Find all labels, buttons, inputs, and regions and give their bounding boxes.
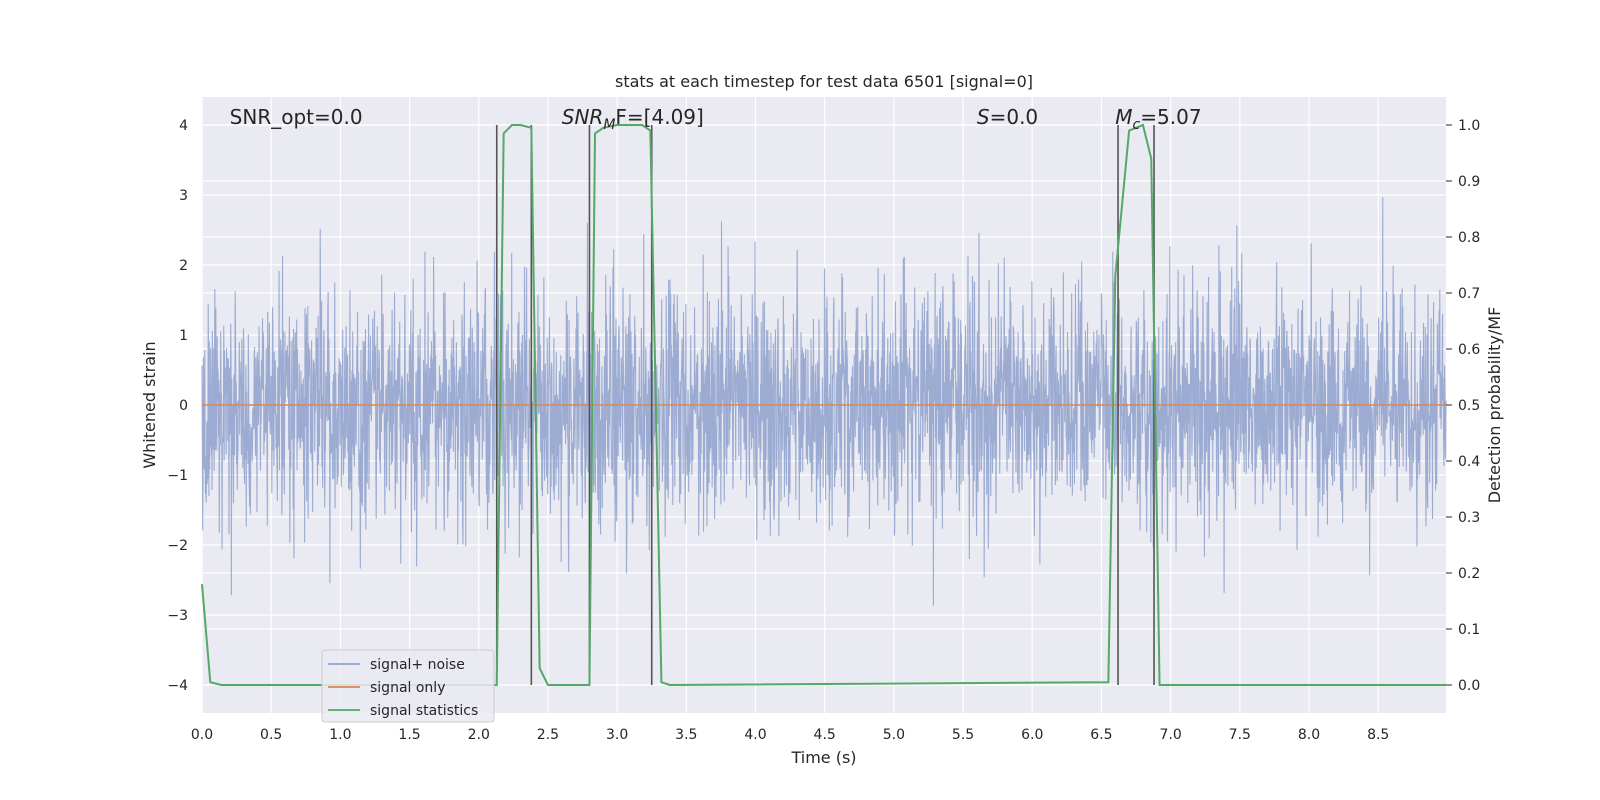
x-tick-label: 6.5 [1090, 727, 1112, 743]
y-right-tick-label: 0.8 [1458, 230, 1480, 246]
y-right-tick-label: 0.9 [1458, 174, 1480, 190]
annotation-mc-suffix: =5.07 [1140, 105, 1201, 129]
annotation-mc-sub: c [1133, 117, 1141, 133]
series-signal-statistics [201, 123, 1446, 687]
x-tick-label: 6.0 [1021, 727, 1043, 743]
x-tick-label: 2.0 [468, 727, 490, 743]
legend-label-signal-statistics: signal statistics [370, 703, 478, 719]
legend: signal+ noise signal only signal statist… [321, 649, 495, 723]
y-left-tick-label: 2 [179, 258, 188, 274]
x-tick-label: 4.5 [814, 727, 836, 743]
y-right-tick-label: 0.1 [1458, 622, 1480, 638]
x-tick-label: 4.0 [744, 727, 766, 743]
annotation-snr-mf-suffix: F=[4.09] [615, 105, 703, 129]
y-left-tick-label: 4 [179, 118, 188, 134]
y-right-axis-title: Detection probability/MF [1485, 307, 1504, 504]
y-left-axis-title: Whitened strain [140, 341, 159, 468]
x-axis-title: Time (s) [790, 748, 856, 767]
x-tick-label: 2.5 [537, 727, 559, 743]
annotation-mc-prefix: M [1115, 105, 1132, 129]
y-right-tick-label: 0.4 [1458, 454, 1480, 470]
signal-noise-line [201, 197, 1447, 606]
y-right-tick-label: 0.6 [1458, 342, 1480, 358]
x-tick-label: 7.0 [1159, 727, 1181, 743]
x-tick-label: 5.5 [952, 727, 974, 743]
x-tick-label: 0.0 [191, 727, 213, 743]
y-right-tick-label: 0.7 [1458, 286, 1480, 302]
y-left-tick-label: 3 [179, 188, 188, 204]
x-tick-label: 1.5 [398, 727, 420, 743]
y-left-tick-label: −1 [167, 468, 188, 484]
x-tick-label: 1.0 [329, 727, 351, 743]
annotation-snr-mf: SNRMF=[4.09] [562, 105, 704, 133]
legend-label-signal-noise: signal+ noise [370, 657, 465, 673]
y-left-tick-label: −2 [167, 538, 188, 554]
plot-area [201, 97, 1447, 713]
chart-title: stats at each timestep for test data 650… [615, 72, 1033, 91]
x-axis-ticks: 0.0 0.5 1.0 1.5 2.0 2.5 3.0 3.5 4.0 4.5 5.0 5.5 6.0 6… [191, 727, 1389, 743]
y-right-tick-label: 0.0 [1458, 678, 1480, 694]
y-left-axis-ticks: −4 −3 −2 −1 0 1 2 3 4 [167, 118, 188, 694]
legend-box [321, 649, 495, 723]
annotation-snr-mf-sub: M [603, 117, 615, 133]
y-right-tick-label: 0.2 [1458, 566, 1480, 582]
y-right-tick-label: 1.0 [1458, 118, 1480, 134]
x-tick-label: 5.0 [883, 727, 905, 743]
y-left-tick-label: −4 [167, 678, 188, 694]
x-tick-label: 3.0 [606, 727, 628, 743]
signal-statistics-line [201, 123, 1446, 687]
y-left-tick-label: 1 [179, 328, 188, 344]
y-right-tick-label: 0.3 [1458, 510, 1480, 526]
x-tick-label: 3.5 [675, 727, 697, 743]
annotation-s: S=0.0 [977, 105, 1038, 129]
annotation-mc: Mc=5.07 [1115, 105, 1201, 133]
series-signal-noise [201, 197, 1447, 606]
annotation-s-suffix: =0.0 [990, 105, 1039, 129]
y-right-axis-ticks: 0.0 0.1 0.2 0.3 0.4 0.5 0.6 0.7 0.8 0.9 1.0 [1446, 118, 1480, 694]
legend-label-signal-only: signal only [370, 680, 445, 696]
y-left-tick-label: −3 [167, 608, 188, 624]
x-tick-label: 0.5 [260, 727, 282, 743]
x-tick-label: 8.5 [1367, 727, 1389, 743]
annotation-s-prefix: S [977, 105, 990, 129]
annotation-snr-mf-prefix: SNR [562, 105, 604, 129]
annotation-snr-opt: SNR_opt=0.0 [230, 105, 363, 129]
y-right-tick-label: 0.5 [1458, 398, 1480, 414]
x-tick-label: 8.0 [1298, 727, 1320, 743]
y-left-tick-label: 0 [179, 398, 188, 414]
x-tick-label: 7.5 [1229, 727, 1251, 743]
